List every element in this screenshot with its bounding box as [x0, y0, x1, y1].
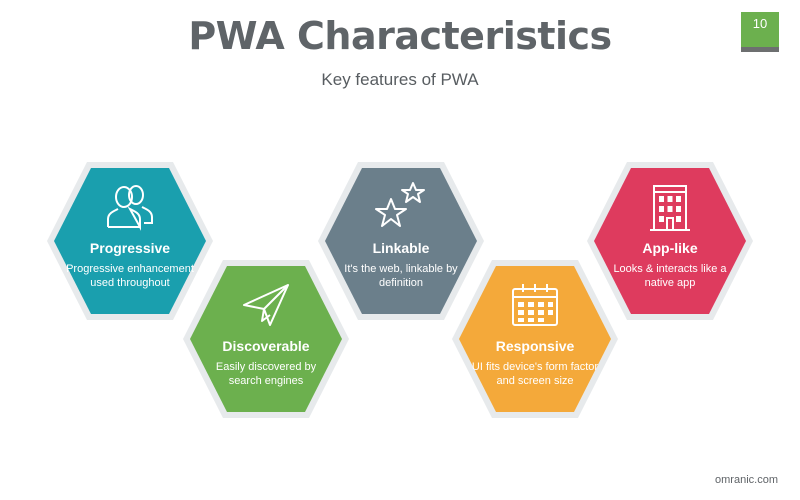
- feature-app-like: App-like Looks & interacts like a native…: [585, 160, 755, 322]
- hexagon-shape: [318, 162, 484, 320]
- hexagon-shape: [452, 260, 618, 418]
- calendar-icon: [507, 280, 563, 330]
- feature-progressive: Progressive Progressive enhancement used…: [45, 160, 215, 322]
- feature-responsive: Responsive UI fits device's form factor …: [450, 258, 620, 420]
- stars-icon: [373, 182, 429, 232]
- hexagon-shape: [587, 162, 753, 320]
- feature-description: Progressive enhancement used throughout: [66, 263, 194, 289]
- source-credit: omranic.com: [715, 474, 778, 486]
- feature-linkable: Linkable It's the web, linkable by defin…: [316, 160, 486, 322]
- feature-title: Responsive: [495, 338, 575, 354]
- feature-title: Linkable: [372, 240, 430, 256]
- feature-title: Progressive: [89, 240, 171, 256]
- feature-description: It's the web, linkable by definition: [344, 263, 458, 289]
- feature-title: Discoverable: [222, 338, 310, 354]
- page-title: PWA Characteristics: [188, 14, 612, 58]
- users-icon: [102, 182, 158, 232]
- feature-title: App-like: [642, 240, 698, 256]
- feature-description: Looks & interacts like a native app: [613, 263, 727, 289]
- building-icon: [642, 182, 698, 232]
- feature-description: UI fits device's form factor and screen …: [471, 361, 599, 387]
- feature-discoverable: Discoverable Easily discovered by search…: [181, 258, 351, 420]
- page-number-badge: 10: [741, 12, 779, 52]
- feature-description: Easily discovered by search engines: [215, 361, 317, 387]
- paper-plane-icon: [238, 280, 294, 330]
- hexagon-shape: [183, 260, 349, 418]
- page-subtitle: Key features of PWA: [321, 70, 479, 89]
- hexagon-shape: [47, 162, 213, 320]
